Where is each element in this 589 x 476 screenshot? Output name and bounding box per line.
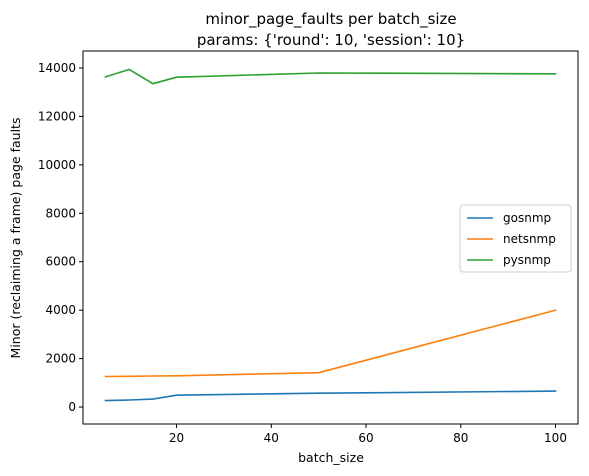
legend-label-netsnmp: netsnmp <box>503 232 556 246</box>
series-line-netsnmp <box>104 309 557 378</box>
y-tick-label: 6000 <box>45 255 76 269</box>
y-tick-label: 10000 <box>38 158 76 172</box>
x-tick-label: 80 <box>453 431 468 445</box>
legend-label-gosnmp: gosnmp <box>503 211 551 225</box>
x-tick-label: 20 <box>169 431 184 445</box>
y-tick-label: 8000 <box>45 206 76 220</box>
chart-subtitle: params: {'round': 10, 'session': 10} <box>197 31 465 49</box>
y-tick-label: 14000 <box>38 61 76 75</box>
chart-title: minor_page_faults per batch_size <box>205 10 456 29</box>
x-tick-label: 100 <box>544 431 567 445</box>
legend-label-pysnmp: pysnmp <box>503 253 551 267</box>
series-line-gosnmp <box>104 390 557 402</box>
x-tick-label: 60 <box>358 431 373 445</box>
x-axis-label: batch_size <box>298 450 364 465</box>
y-tick-label: 12000 <box>38 109 76 123</box>
y-tick-label: 4000 <box>45 303 76 317</box>
legend-box <box>459 204 572 273</box>
plot-area <box>104 68 557 402</box>
plot-frame <box>82 50 579 425</box>
series-line-pysnmp <box>104 68 557 85</box>
y-tick-label: 2000 <box>45 352 76 366</box>
y-axis: 0 2000 4000 6000 8000 10000 12000 14000 <box>38 61 83 414</box>
x-axis: 20 40 60 80 100 <box>169 424 567 445</box>
legend: gosnmp netsnmp pysnmp <box>459 204 572 273</box>
y-tick-label: 0 <box>68 400 76 414</box>
y-axis-label: Minor (reclaiming a frame) page faults <box>8 118 23 359</box>
x-tick-label: 40 <box>264 431 279 445</box>
